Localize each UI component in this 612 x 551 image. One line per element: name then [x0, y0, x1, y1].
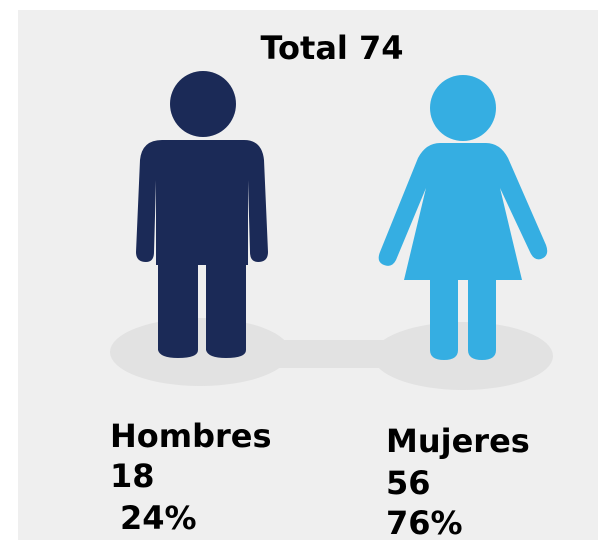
- group-count: 56: [386, 464, 431, 502]
- group-percent: 76%: [386, 504, 463, 542]
- woman-icon: [378, 75, 548, 360]
- group-label: Mujeres: [386, 422, 530, 460]
- man-icon: [136, 71, 268, 358]
- title: Total 74: [260, 29, 403, 67]
- group-label: Hombres: [110, 417, 272, 455]
- group-count: 18: [110, 457, 155, 495]
- group-percent: 24%: [120, 499, 197, 537]
